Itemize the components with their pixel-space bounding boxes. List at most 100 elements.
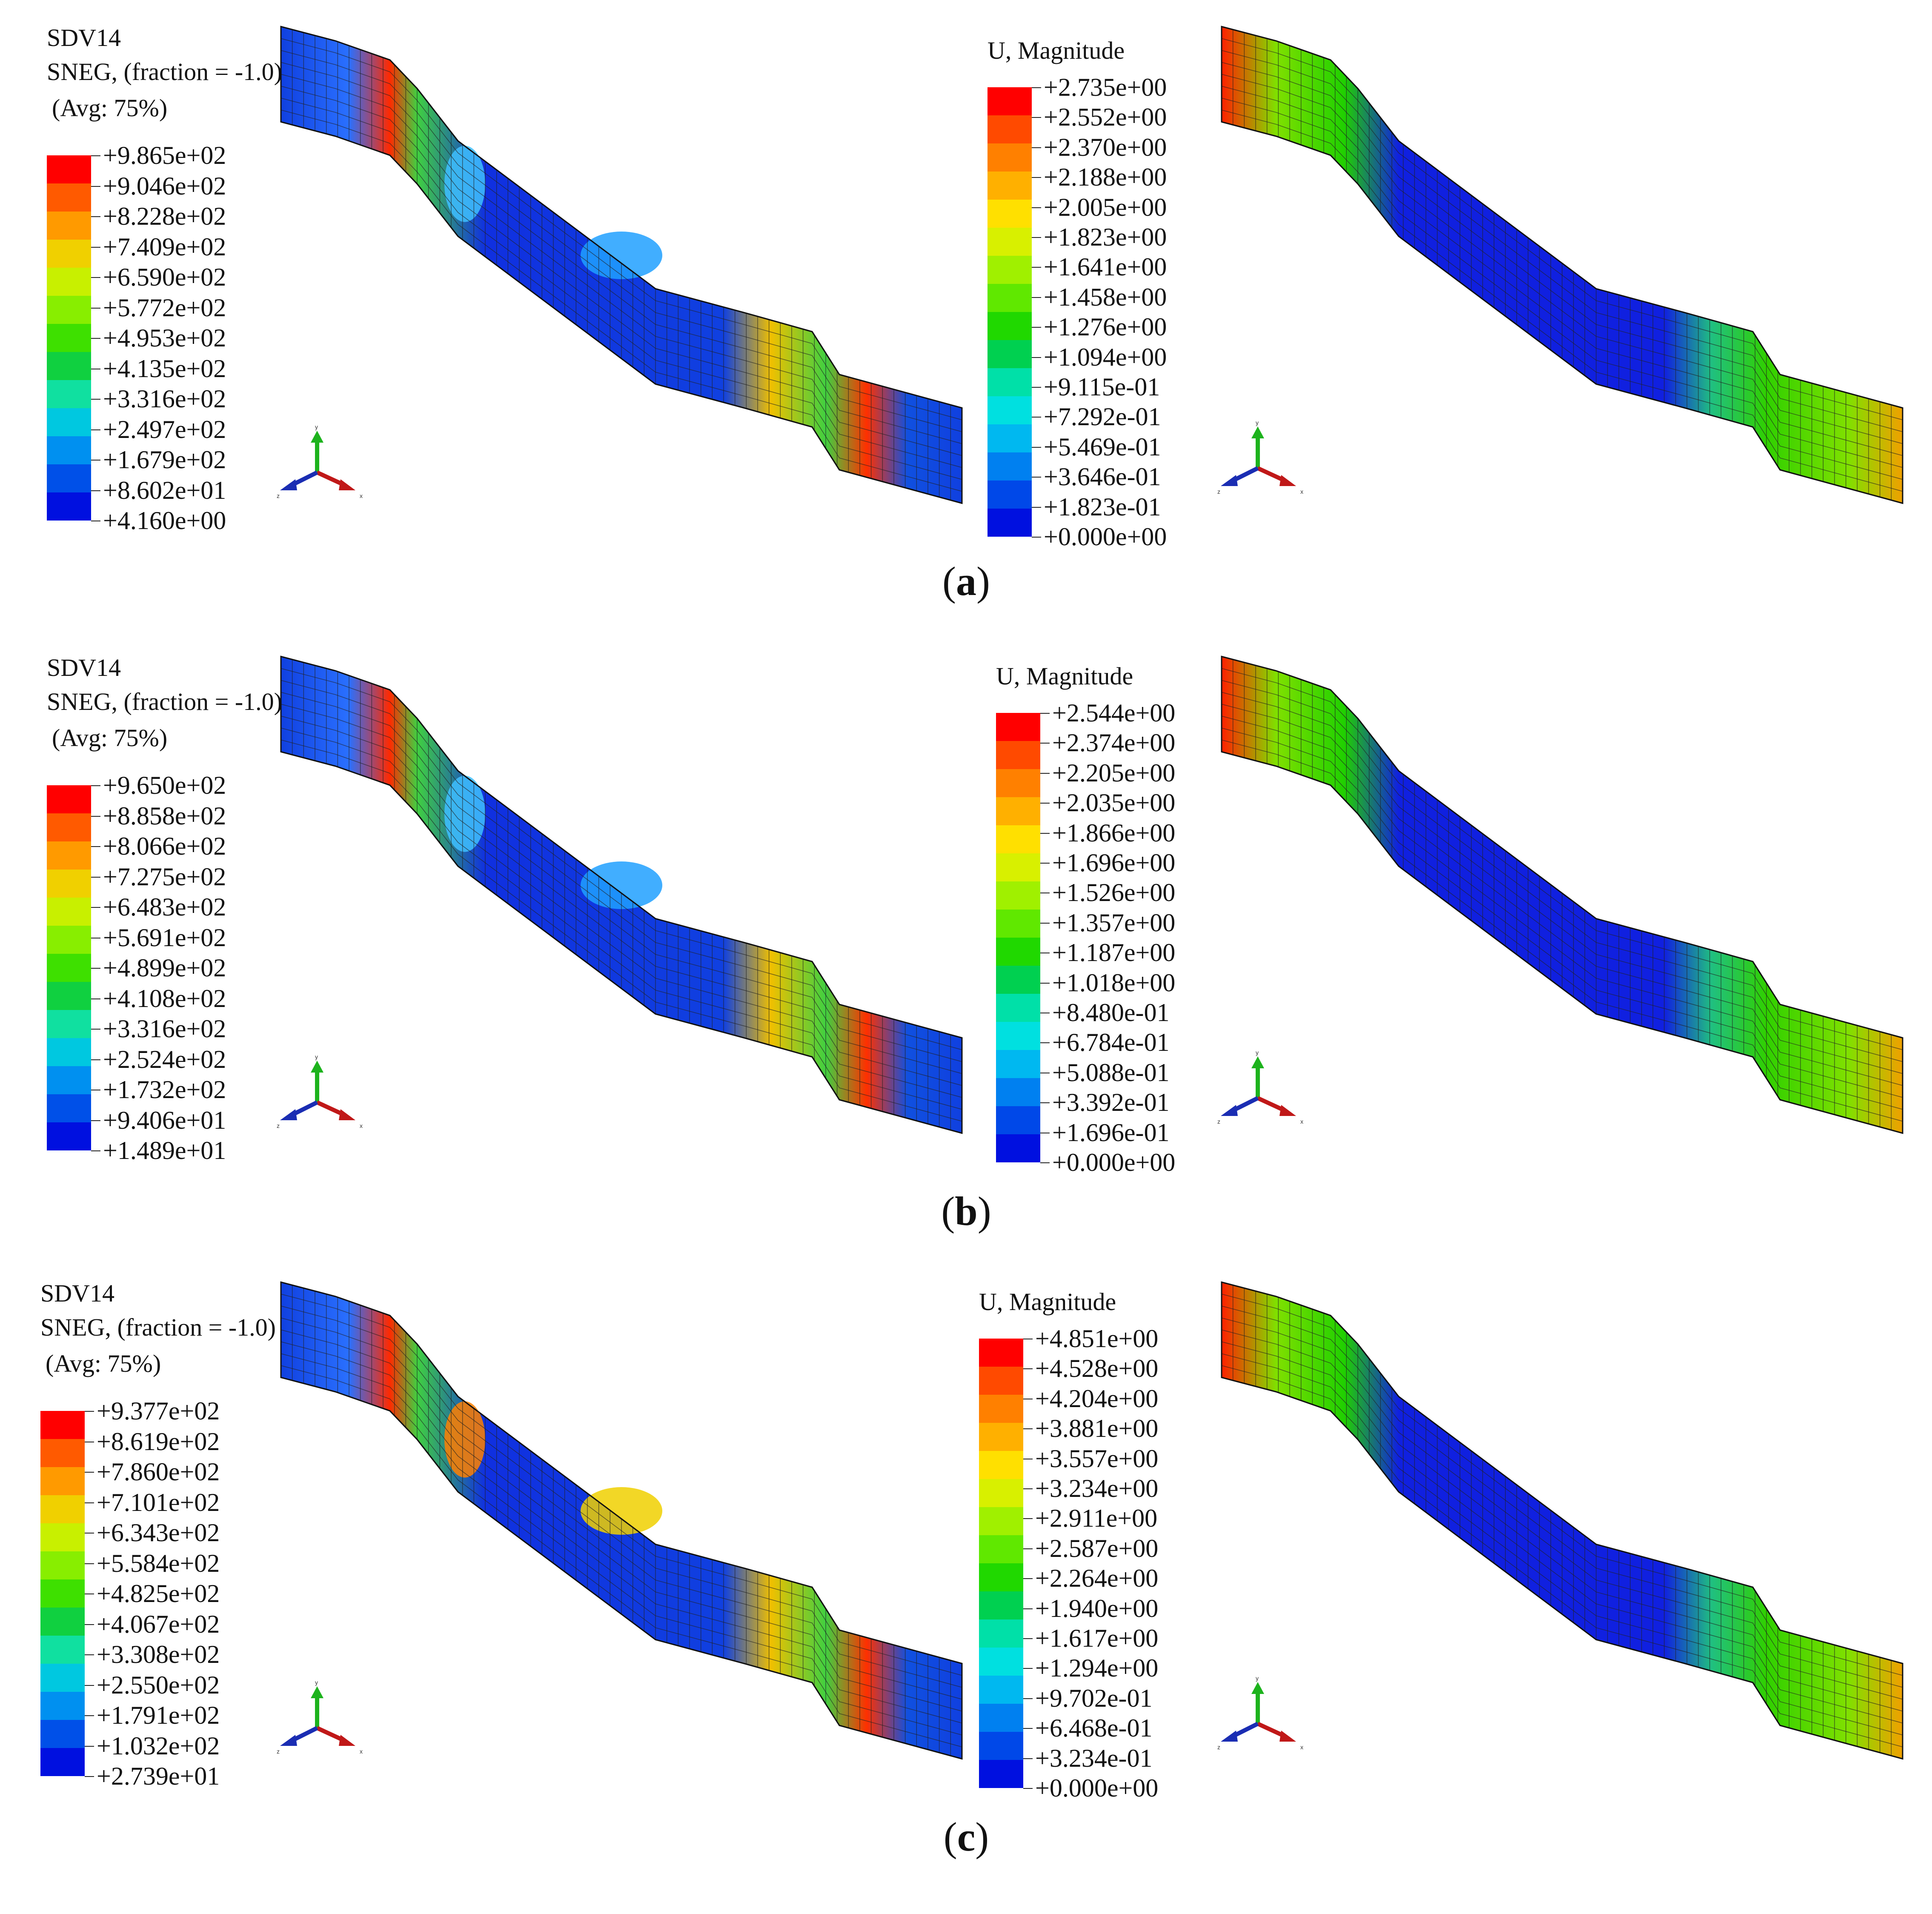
displacement-color-scale-swatch bbox=[987, 481, 1032, 509]
displacement-color-scale-value: +2.370e+00 bbox=[1044, 133, 1167, 161]
stress-color-scale-tick bbox=[91, 155, 100, 156]
displacement-color-scale-tick bbox=[1023, 1518, 1033, 1519]
displacement-color-scale-tick bbox=[1040, 743, 1050, 744]
displacement-color-scale-value: +1.357e+00 bbox=[1052, 908, 1176, 937]
x-axis-label: x bbox=[1300, 1118, 1303, 1125]
displacement-color-scale-value: +6.784e-01 bbox=[1052, 1028, 1170, 1057]
displacement-color-scale-value: +1.823e-01 bbox=[1044, 492, 1161, 521]
z-axis-arrowhead bbox=[1221, 1105, 1238, 1116]
x-axis-label: x bbox=[1300, 1744, 1303, 1751]
stress-color-scale-swatch bbox=[47, 155, 91, 183]
displacement-color-scale-value: +1.526e+00 bbox=[1052, 878, 1176, 907]
displacement-color-scale-value: +9.115e-01 bbox=[1044, 373, 1160, 401]
displacement-color-scale-tick bbox=[1040, 1042, 1050, 1044]
displacement-color-scale-swatch bbox=[996, 741, 1040, 769]
stress-color-scale-value: +1.732e+02 bbox=[103, 1076, 226, 1104]
caption-paren: ) bbox=[976, 558, 990, 604]
displacement-contour-plate-mesh-line bbox=[1221, 692, 1903, 1074]
displacement-color-scale-tick bbox=[1040, 833, 1050, 834]
stress-contour-plate-mesh-line bbox=[280, 1353, 962, 1736]
stress-color-scale-swatch bbox=[47, 926, 91, 954]
displacement-color-scale-swatch bbox=[987, 312, 1032, 340]
z-axis-arrowhead bbox=[1221, 1731, 1238, 1742]
stress-color-scale-swatch bbox=[40, 1411, 85, 1439]
stress-color-scale-tick bbox=[91, 246, 100, 248]
stress-contour-plate-mesh-line bbox=[280, 680, 962, 1062]
x-axis-label: x bbox=[360, 492, 363, 499]
stress-color-scale-tick bbox=[91, 399, 100, 400]
displacement-color-scale-value: +3.881e+00 bbox=[1035, 1414, 1159, 1443]
stress-color-scale-tick bbox=[91, 490, 100, 491]
x-axis-arrowhead bbox=[1279, 1731, 1296, 1742]
stress-color-scale-value: +6.590e+02 bbox=[103, 263, 226, 291]
caption-paren: ) bbox=[975, 1814, 989, 1860]
y-axis-arrowhead bbox=[1251, 426, 1264, 438]
stress-color-scale-value: +2.550e+02 bbox=[97, 1671, 220, 1699]
displacement-legend-title: U, Magnitude bbox=[979, 1288, 1116, 1316]
displacement-color-scale-swatch bbox=[987, 396, 1032, 424]
displacement-color-scale-value: +4.851e+00 bbox=[1035, 1325, 1159, 1353]
stress-color-scale-value: +8.602e+01 bbox=[103, 476, 226, 504]
stress-color-scale-swatch bbox=[47, 352, 91, 380]
z-axis-arrowhead bbox=[280, 1109, 297, 1120]
displacement-color-scale-swatch bbox=[996, 910, 1040, 938]
stress-contour-plate-mesh-line bbox=[280, 74, 962, 456]
displacement-color-scale-value: +2.587e+00 bbox=[1035, 1534, 1159, 1562]
stress-color-scale-value: +2.739e+01 bbox=[97, 1762, 220, 1790]
stress-color-scale-swatch bbox=[47, 324, 91, 352]
displacement-color-scale-value: +3.557e+00 bbox=[1035, 1444, 1159, 1473]
displacement-color-scale-value: +1.018e+00 bbox=[1052, 968, 1176, 997]
displacement-color-scale-tick bbox=[1023, 1728, 1033, 1729]
stress-color-scale-value: +3.308e+02 bbox=[97, 1640, 220, 1668]
displacement-color-scale-value: +1.641e+00 bbox=[1044, 253, 1167, 281]
y-axis-label: y bbox=[1256, 1677, 1259, 1682]
stress-color-scale-swatch bbox=[40, 1495, 85, 1523]
stress-color-scale-tick bbox=[85, 1654, 94, 1655]
stress-contour-plate-mesh-line bbox=[280, 1329, 962, 1712]
stress-color-scale-swatch bbox=[47, 268, 91, 296]
stress-color-scale-swatch bbox=[40, 1692, 85, 1720]
stress-color-scale-swatch bbox=[40, 1579, 85, 1608]
displacement-color-scale-swatch bbox=[987, 87, 1032, 115]
displacement-color-scale-tick bbox=[1032, 237, 1041, 238]
stress-color-scale-tick bbox=[91, 277, 100, 278]
stress-color-scale-value: +5.772e+02 bbox=[103, 293, 226, 322]
displacement-contour-plate-mesh-line bbox=[1221, 1317, 1903, 1700]
z-axis-arrowhead bbox=[280, 1735, 297, 1746]
displacement-color-scale-tick bbox=[1032, 506, 1041, 508]
stress-contour-plate-mesh-line bbox=[280, 109, 962, 492]
displacement-color-scale-value: +3.234e-01 bbox=[1035, 1744, 1153, 1772]
x-axis-label: x bbox=[360, 1122, 363, 1129]
displacement-color-scale-value: +1.458e+00 bbox=[1044, 283, 1167, 311]
stress-contour-plate-mesh-line bbox=[280, 50, 962, 432]
displacement-color-scale-value: +2.911e+00 bbox=[1035, 1504, 1158, 1533]
caption-paren: ( bbox=[942, 558, 956, 604]
displacement-color-scale-swatch bbox=[987, 172, 1032, 200]
stress-color-scale-value: +8.066e+02 bbox=[103, 832, 226, 860]
displacement-color-scale-swatch bbox=[996, 769, 1040, 797]
displacement-color-scale-value: +2.264e+00 bbox=[1035, 1564, 1159, 1593]
z-axis-label: z bbox=[277, 1748, 280, 1755]
stress-color-scale-tick bbox=[85, 1502, 94, 1503]
stress-color-scale-tick bbox=[91, 216, 100, 217]
stress-color-scale-tick bbox=[91, 785, 100, 786]
y-axis-arrowhead bbox=[311, 1686, 323, 1698]
displacement-axis-triad: y x z bbox=[1217, 421, 1303, 495]
stress-color-scale-swatch bbox=[47, 408, 91, 436]
stress-contour-plate bbox=[280, 655, 963, 1134]
displacement-contour-plate-mesh-line bbox=[1221, 74, 1903, 456]
stress-axis-triad: y x z bbox=[277, 1056, 363, 1129]
stress-contour-plate bbox=[280, 26, 963, 504]
displacement-color-scale-tick bbox=[1023, 1788, 1033, 1789]
displacement-contour-plate-mesh-line bbox=[1221, 739, 1903, 1122]
y-axis-arrowhead bbox=[311, 431, 323, 443]
stress-color-scale-value: +6.483e+02 bbox=[103, 893, 226, 921]
displacement-color-scale-value: +4.204e+00 bbox=[1035, 1384, 1159, 1413]
displacement-color-scale-swatch bbox=[979, 1591, 1023, 1619]
displacement-color-scale-swatch bbox=[987, 228, 1032, 256]
stress-color-scale-swatch bbox=[47, 898, 91, 926]
displacement-color-scale-value: +7.292e-01 bbox=[1044, 403, 1161, 431]
stress-legend-title: SDV14 bbox=[47, 24, 121, 51]
displacement-color-scale-value: +8.480e-01 bbox=[1052, 998, 1170, 1027]
displacement-legend-title: U, Magnitude bbox=[996, 662, 1133, 690]
